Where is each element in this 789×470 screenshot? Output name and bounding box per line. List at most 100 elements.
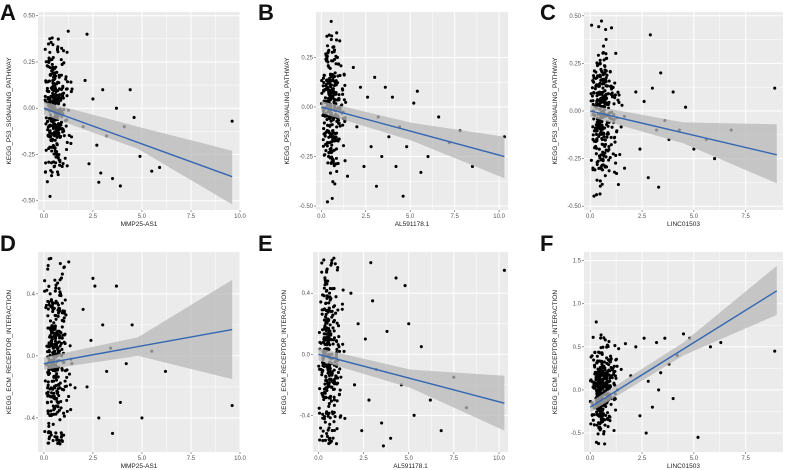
data-point — [324, 78, 329, 82]
data-point — [608, 385, 613, 389]
data-point — [95, 143, 99, 147]
data-point — [69, 408, 73, 412]
data-point — [367, 398, 371, 402]
data-point — [598, 184, 602, 188]
data-point — [597, 154, 602, 158]
data-point — [62, 265, 66, 270]
data-point — [596, 74, 600, 78]
data-point — [603, 64, 607, 68]
data-point — [604, 78, 608, 82]
data-point — [60, 92, 65, 96]
data-point — [329, 148, 333, 152]
data-point — [57, 75, 61, 79]
data-point — [326, 96, 330, 100]
data-point — [322, 294, 326, 298]
data-point — [339, 375, 343, 379]
data-point — [46, 128, 50, 132]
data-point — [614, 357, 619, 361]
data-point — [684, 105, 688, 109]
data-point — [59, 73, 63, 77]
x-tick-label: 2.5 — [362, 214, 371, 220]
data-point — [618, 153, 622, 157]
data-point — [331, 116, 336, 120]
data-point — [369, 261, 373, 265]
data-point — [158, 165, 162, 169]
data-point — [412, 413, 416, 417]
data-point — [336, 343, 340, 347]
x-tick-label: 5.0 — [690, 456, 699, 462]
data-point — [48, 50, 52, 54]
data-point — [598, 62, 602, 66]
confidence-band — [321, 101, 505, 179]
data-point — [43, 47, 47, 51]
panel-letter: C — [540, 0, 556, 25]
data-point — [321, 84, 325, 88]
data-point — [605, 417, 610, 421]
data-point — [597, 83, 601, 87]
x-tick-label: 10.0 — [234, 456, 246, 462]
data-point — [49, 73, 53, 77]
data-point — [332, 318, 336, 323]
data-point — [602, 432, 606, 436]
data-point — [335, 119, 339, 123]
data-point — [600, 366, 604, 370]
data-point — [323, 283, 327, 287]
data-point — [322, 80, 326, 85]
data-point — [55, 170, 60, 174]
data-point — [403, 284, 407, 288]
data-point — [593, 365, 597, 369]
panel-letter: B — [258, 0, 274, 25]
data-point — [607, 340, 611, 344]
data-point — [321, 393, 325, 397]
data-point — [324, 301, 328, 305]
panel-a: 0.0 2.5 5.0 7.5 10.0 -0.50 -0.25 0.00 0.25 0.50 MM… — [0, 0, 246, 228]
data-point — [327, 151, 331, 155]
data-point — [326, 371, 330, 375]
data-point — [332, 50, 336, 54]
data-point — [57, 158, 61, 162]
x-tick-label: 2.5 — [89, 214, 98, 220]
data-point — [46, 441, 50, 445]
data-point — [323, 96, 327, 100]
data-point — [644, 431, 648, 435]
y-axis-title: KEGG_ECM_RECEPTOR_INTERACTION — [281, 290, 288, 414]
data-point — [65, 140, 69, 145]
data-point — [407, 322, 411, 326]
data-point — [47, 160, 51, 164]
data-point — [608, 369, 612, 373]
data-point — [334, 374, 338, 378]
data-point — [596, 389, 600, 393]
data-point — [50, 69, 54, 73]
data-point — [65, 368, 69, 372]
data-point — [55, 438, 59, 442]
data-point — [59, 435, 63, 439]
data-point — [329, 93, 333, 97]
data-point — [591, 418, 595, 422]
data-point — [324, 84, 328, 88]
data-point — [50, 305, 54, 309]
data-point — [592, 69, 596, 73]
data-point — [598, 125, 602, 129]
y-tick-label: 0.00 — [569, 109, 581, 115]
data-point — [335, 31, 339, 35]
data-point — [327, 291, 332, 295]
data-point — [317, 364, 321, 368]
data-point — [383, 85, 387, 89]
data-point — [44, 79, 48, 83]
data-point — [331, 59, 335, 63]
data-point — [389, 436, 393, 440]
data-point — [599, 129, 603, 134]
data-point — [340, 103, 344, 107]
data-point — [600, 137, 604, 141]
data-point — [600, 168, 605, 172]
data-point — [338, 124, 342, 128]
data-point — [320, 261, 324, 265]
data-point — [323, 131, 327, 135]
data-point — [325, 288, 329, 293]
data-point — [343, 83, 347, 87]
data-point — [330, 196, 334, 200]
data-point — [53, 324, 57, 328]
data-point — [324, 312, 328, 316]
data-point — [634, 90, 638, 94]
data-point — [341, 288, 345, 292]
